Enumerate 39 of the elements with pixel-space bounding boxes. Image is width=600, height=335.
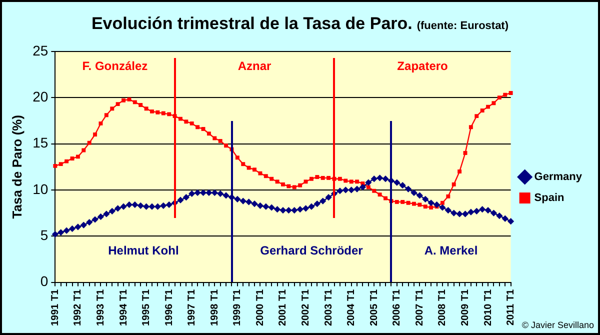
x-tick-label: 2009 T1 (460, 288, 471, 326)
y-tick-label: 25 (32, 42, 48, 58)
x-tick-label: 2010 T1 (482, 288, 494, 326)
x-tick-label: 1995 T1 (141, 288, 152, 326)
x-tick-label: 1993 T1 (95, 288, 106, 326)
y-tick-label: 5 (40, 226, 48, 243)
x-tick-label: 1992 T1 (72, 288, 84, 326)
x-tick-label: 1991 T1 (50, 288, 61, 326)
x-tick-label: 2001 T1 (278, 288, 289, 326)
x-tick-label: 2011 T1 (506, 288, 517, 326)
chart-subtitle: (fuente: Eurostat) (416, 20, 509, 32)
annotation: A. Merkel (424, 243, 478, 258)
x-tick-label: 1996 T1 (164, 288, 175, 326)
legend-label: Spain (534, 192, 565, 204)
x-tick-label: 1994 T1 (118, 288, 130, 326)
annotation: Aznar (238, 58, 272, 73)
x-tick-label: 2003 T1 (323, 288, 334, 326)
annotation: F. González (82, 58, 148, 73)
y-tick-label: 10 (32, 180, 48, 197)
y-tick-label: 15 (32, 134, 48, 151)
x-tick-label: 2008 T1 (437, 288, 448, 326)
y-tick-label: 0 (40, 273, 48, 290)
x-tick-label: 1997 T1 (186, 288, 198, 326)
text: © Javier Sevillano (522, 320, 594, 330)
annotation: Zapatero (397, 58, 448, 73)
x-tick-label: 1999 T1 (232, 288, 244, 326)
x-tick-label: 2004 T1 (346, 288, 358, 326)
x-tick-label: 2005 T1 (368, 288, 380, 326)
annotation: Helmut Kohl (108, 243, 179, 258)
x-tick-label: 2000 T1 (254, 288, 266, 326)
legend-label: Germany (534, 171, 583, 184)
y-tick-label: 20 (32, 88, 48, 104)
x-tick-label: 2007 T1 (414, 288, 426, 326)
y-axis-title: Tasa de Paro (%) (9, 114, 24, 219)
x-tick-label: 2006 T1 (392, 288, 403, 326)
x-tick-label: 2002 T1 (300, 288, 312, 326)
x-tick-label: 1998 T1 (209, 288, 220, 326)
annotation: Gerhard Schröder (260, 243, 364, 258)
chart-title: Evolución trimestral de la Tasa de Paro. (91, 14, 412, 33)
